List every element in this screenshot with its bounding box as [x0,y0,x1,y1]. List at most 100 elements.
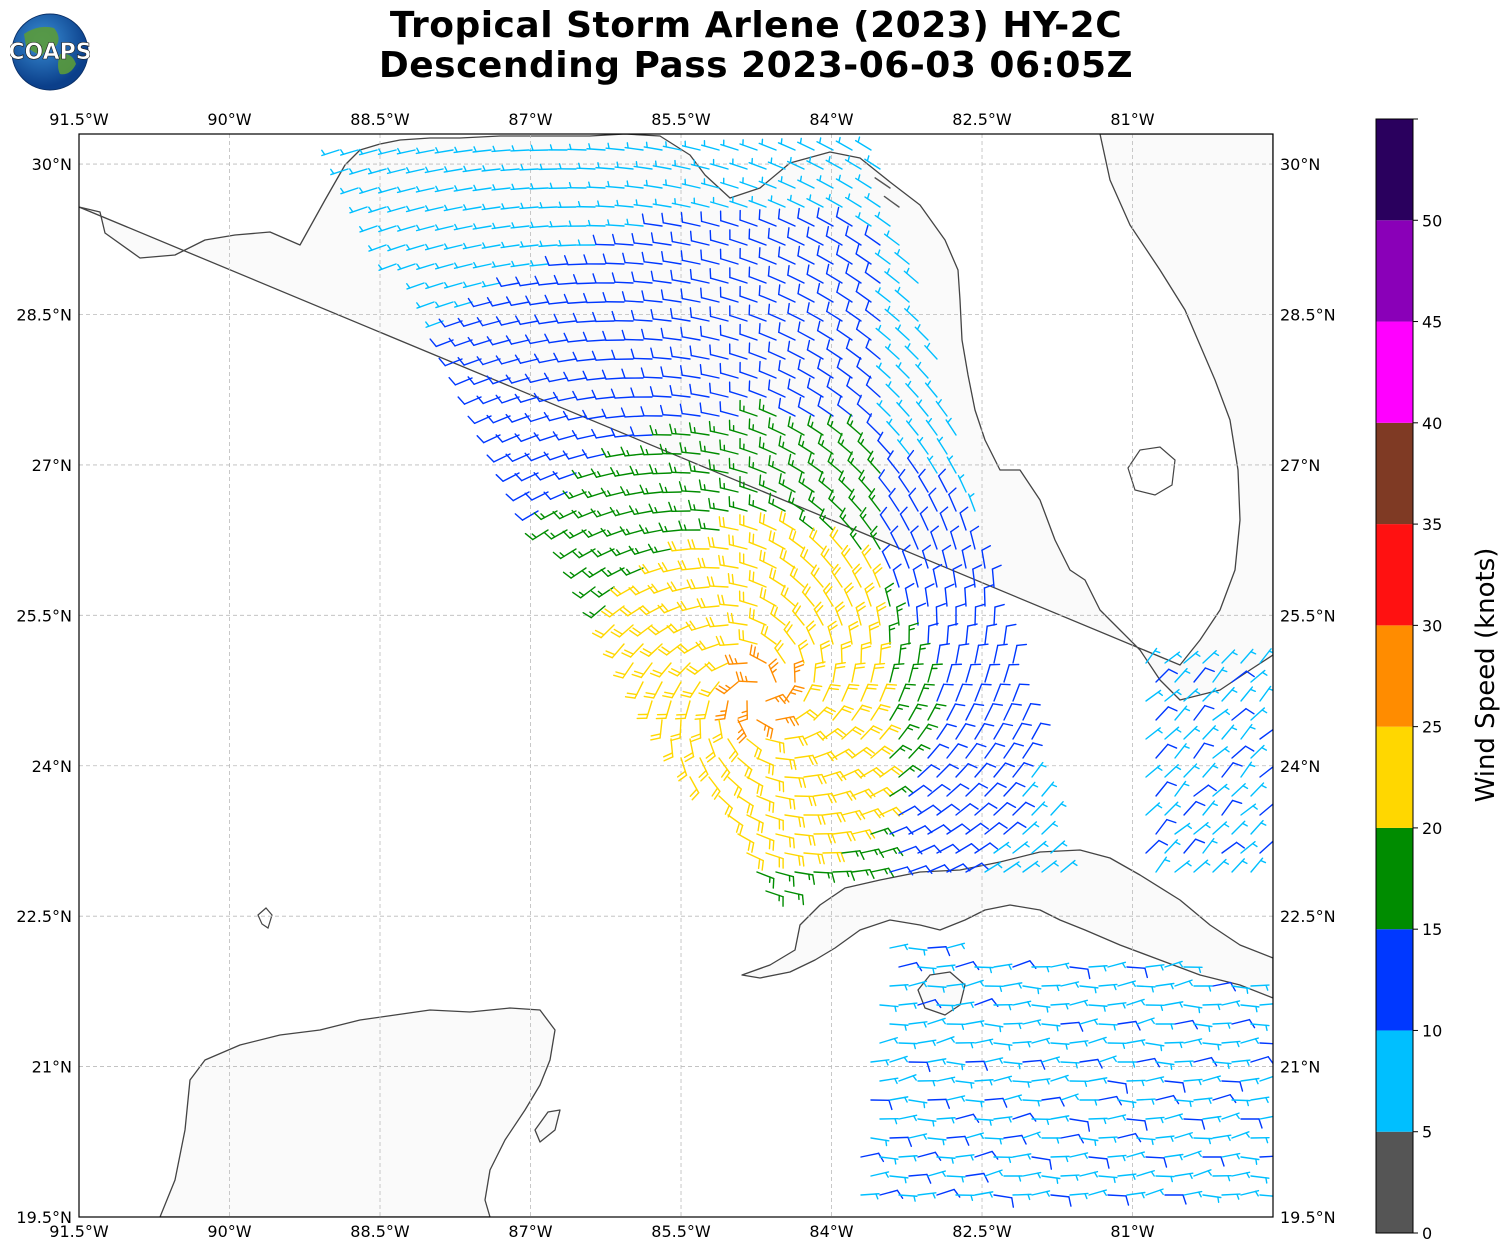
wind-barb [875,601,887,626]
wind-barb [650,308,672,322]
wind-barb [1231,985,1251,994]
wind-barb [453,185,473,192]
wind-barb [349,206,368,214]
wind-barb [946,703,966,721]
wind-barb [1003,982,1023,989]
lat-tick-label-right: 22.5°N [1280,907,1336,926]
wind-barb [659,404,682,417]
wind-barb [659,443,682,455]
colorbar-segment [1376,321,1413,423]
wind-barb [803,852,825,865]
wind-barb [768,658,779,683]
wind-barb [822,770,847,782]
wind-barb [984,623,998,645]
wind-barb [883,230,900,246]
wind-barb [889,984,909,991]
wind-barb [855,601,866,626]
wind-barb [964,583,975,607]
wind-barb [834,601,845,626]
wind-barb [767,157,786,170]
wind-barb [639,484,663,495]
wind-barb [718,477,739,493]
lat-tick-label-left: 27°N [32,456,72,475]
lon-tick-label-top: 90°W [207,110,251,129]
wind-barb [649,386,672,398]
wind-barb [981,545,992,569]
wind-barb [1250,744,1268,759]
wind-barb [719,401,739,417]
wind-barb [884,268,900,284]
wind-barb [563,332,587,343]
wind-barb [548,221,568,228]
wind-barb [729,305,748,322]
wind-barb [525,295,549,306]
wind-barb [843,582,854,607]
wind-barb [1031,761,1047,778]
wind-barb [1164,960,1183,968]
wind-barb [1221,1080,1244,1092]
wind-barb [1231,745,1255,759]
wind-barb [689,383,710,398]
wind-barb [719,248,739,265]
wind-barb [658,643,682,656]
wind-barb [476,395,501,405]
wind-barb [924,342,938,360]
wind-barb [825,193,843,208]
wind-barb [1174,860,1192,873]
wind-barb [908,825,933,835]
wind-barb [543,372,568,383]
wind-barb [496,277,520,287]
wind-barb [571,430,596,440]
wind-barb [1003,742,1024,759]
wind-barb [486,336,511,346]
wind-barb [1088,1036,1107,1044]
wind-barb [1202,1075,1222,1082]
wind-barb [955,1080,975,1089]
wind-barb [462,281,482,289]
wind-barb [1155,706,1178,721]
wind-barb [1221,1040,1241,1048]
wind-barb [777,208,796,227]
wind-barb [1202,650,1220,664]
wind-barb [571,509,596,519]
colorbar-tick-label: 35 [1422,515,1442,534]
wind-barb [904,582,915,607]
wind-barb [904,305,919,322]
wind-barb [936,1156,956,1164]
wind-barb [924,380,938,398]
wind-barb [868,621,880,645]
wind-barb [1145,1188,1164,1196]
wind-barb [650,270,672,284]
wind-barb [1164,764,1182,778]
wind-barb [822,812,846,823]
wind-barb [1145,1156,1168,1168]
wind-barb [765,693,790,705]
wind-barb [1183,1004,1203,1014]
wind-barb [765,776,785,793]
wind-barb [1155,1061,1175,1070]
wind-barb [543,451,568,461]
wind-barb [879,1037,898,1044]
wind-barb [1183,763,1200,778]
wind-barb [605,142,625,151]
wind-barb [939,506,949,531]
wind-barb [932,563,943,588]
colorbar-label: Wind Speed (knots) [1471,548,1501,803]
wind-barb [948,487,957,512]
axis-tick-labels: 91.5°W 91.5°W 90°W 90°W 88.5°W 88.5°W 87°W 87°W… [16,110,1335,1241]
wind-barb [1221,686,1238,702]
wind-barb [1231,707,1255,721]
wind-barb [563,371,587,382]
lat-tick-label-left: 21°N [32,1058,72,1077]
wind-barb [624,681,644,699]
wind-barb [700,287,720,303]
wind-barb [788,528,805,550]
wind-barb [787,378,805,398]
wind-barb [1193,1023,1213,1032]
wind-barb [868,488,881,512]
wind-barb [1221,1193,1241,1200]
wind-barb [671,198,691,208]
wind-barb [756,871,775,889]
wind-barb [1240,686,1256,702]
wind-barb [870,1171,890,1178]
